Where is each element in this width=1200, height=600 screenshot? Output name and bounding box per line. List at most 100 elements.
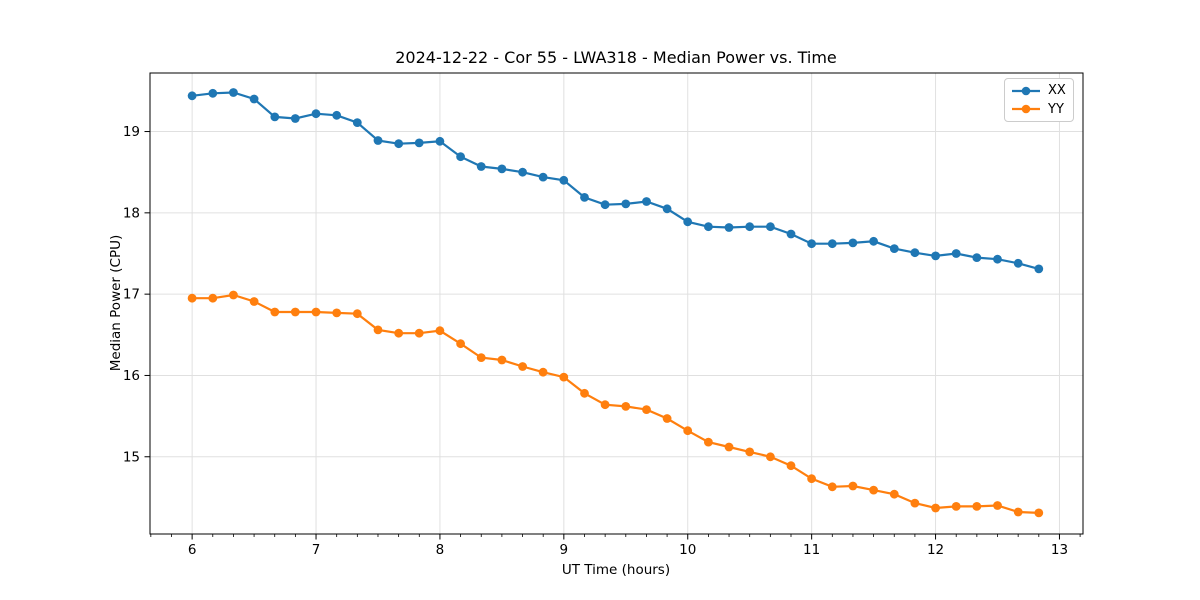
data-point-yy	[993, 501, 1002, 510]
legend-swatch-xx-icon	[1012, 86, 1040, 95]
chart-title: 2024-12-22 - Cor 55 - LWA318 - Median Po…	[395, 48, 837, 67]
data-point-xx	[311, 109, 321, 119]
data-point-xx	[724, 223, 734, 232]
data-point-yy	[642, 405, 651, 414]
data-point-yy	[1013, 507, 1023, 517]
data-point-xx	[621, 199, 631, 209]
data-point-yy	[373, 325, 383, 335]
data-point-xx	[559, 175, 569, 185]
data-point-xx	[889, 244, 899, 254]
data-point-yy	[456, 339, 465, 349]
data-point-xx	[332, 110, 342, 120]
x-tick-label: 8	[436, 542, 445, 558]
data-point-xx	[538, 172, 548, 182]
data-point-yy	[229, 290, 238, 300]
plot-frame	[149, 72, 1084, 535]
data-point-yy	[724, 442, 734, 452]
data-point-yy	[270, 307, 280, 317]
data-point-yy	[786, 461, 796, 471]
data-point-yy	[621, 402, 631, 411]
data-point-xx	[1034, 264, 1044, 274]
data-point-xx	[373, 136, 383, 145]
data-point-yy	[394, 328, 404, 338]
data-point-yy	[476, 353, 486, 362]
data-point-yy	[311, 307, 321, 317]
data-point-yy	[600, 400, 610, 410]
data-point-yy	[951, 502, 961, 511]
y-tick-label: 16	[123, 368, 140, 384]
y-tick-label: 15	[123, 449, 140, 465]
data-point-yy	[497, 355, 507, 365]
data-point-xx	[249, 94, 259, 104]
data-point-xx	[1013, 258, 1023, 268]
legend-item-yy: YY	[1011, 100, 1067, 118]
data-point-yy	[414, 328, 424, 338]
data-point-xx	[414, 138, 424, 148]
data-point-xx	[910, 248, 920, 258]
data-point-xx	[972, 253, 982, 262]
data-point-yy	[559, 372, 569, 382]
data-point-yy	[910, 498, 920, 508]
legend-swatch-yy-icon	[1012, 105, 1040, 114]
data-point-yy	[745, 447, 755, 457]
data-point-yy	[972, 502, 982, 511]
data-point-xx	[208, 88, 218, 98]
data-point-xx	[766, 222, 775, 232]
data-point-xx	[869, 236, 878, 246]
data-point-yy	[290, 307, 300, 317]
y-tick-label: 19	[123, 124, 140, 140]
x-tick-label: 7	[312, 542, 321, 558]
x-tick-label: 11	[803, 542, 820, 558]
data-point-xx	[683, 217, 693, 227]
y-tick-label: 17	[123, 287, 140, 303]
x-tick-label: 12	[927, 542, 944, 558]
data-point-yy	[848, 481, 858, 491]
data-point-xx	[931, 251, 940, 261]
legend-label-yy: YY	[1048, 101, 1064, 117]
legend-item-xx: XX	[1011, 82, 1067, 100]
data-point-yy	[869, 485, 878, 495]
data-point-xx	[951, 249, 961, 258]
data-point-yy	[1034, 508, 1044, 518]
series-line-xx	[191, 91, 1040, 270]
data-point-xx	[600, 200, 610, 210]
data-point-yy	[352, 309, 362, 319]
data-point-yy	[249, 297, 259, 306]
data-point-xx	[435, 136, 445, 146]
data-point-yy	[889, 489, 899, 499]
data-point-yy	[683, 426, 693, 436]
data-point-xx	[270, 112, 280, 122]
data-point-yy	[435, 326, 445, 336]
data-point-xx	[827, 239, 837, 249]
legend-label-xx: XX	[1048, 83, 1066, 99]
data-point-xx	[807, 239, 816, 249]
data-point-yy	[704, 437, 713, 447]
legend: XX YY	[1004, 78, 1074, 122]
data-point-xx	[187, 91, 197, 101]
data-point-xx	[642, 197, 651, 206]
data-point-yy	[931, 503, 940, 513]
data-point-yy	[332, 308, 342, 318]
data-point-xx	[662, 204, 672, 214]
data-point-yy	[827, 482, 837, 492]
x-tick-label: 9	[560, 542, 569, 558]
data-point-xx	[290, 114, 300, 123]
x-tick-label: 10	[679, 542, 696, 558]
x-tick-label: 6	[188, 542, 197, 558]
series-line-yy	[192, 293, 1039, 514]
data-point-xx	[993, 254, 1002, 264]
data-point-yy	[580, 388, 589, 398]
data-point-xx	[518, 167, 527, 177]
data-point-xx	[848, 238, 858, 248]
data-point-xx	[704, 222, 713, 232]
data-point-xx	[786, 229, 796, 239]
data-point-yy	[807, 474, 816, 484]
data-point-yy	[662, 414, 672, 423]
data-point-xx	[476, 162, 486, 171]
x-tick-label: 13	[1051, 542, 1068, 558]
y-tick-label: 18	[123, 205, 140, 221]
data-point-yy	[208, 293, 218, 303]
data-point-xx	[394, 139, 404, 149]
data-point-yy	[538, 367, 548, 377]
